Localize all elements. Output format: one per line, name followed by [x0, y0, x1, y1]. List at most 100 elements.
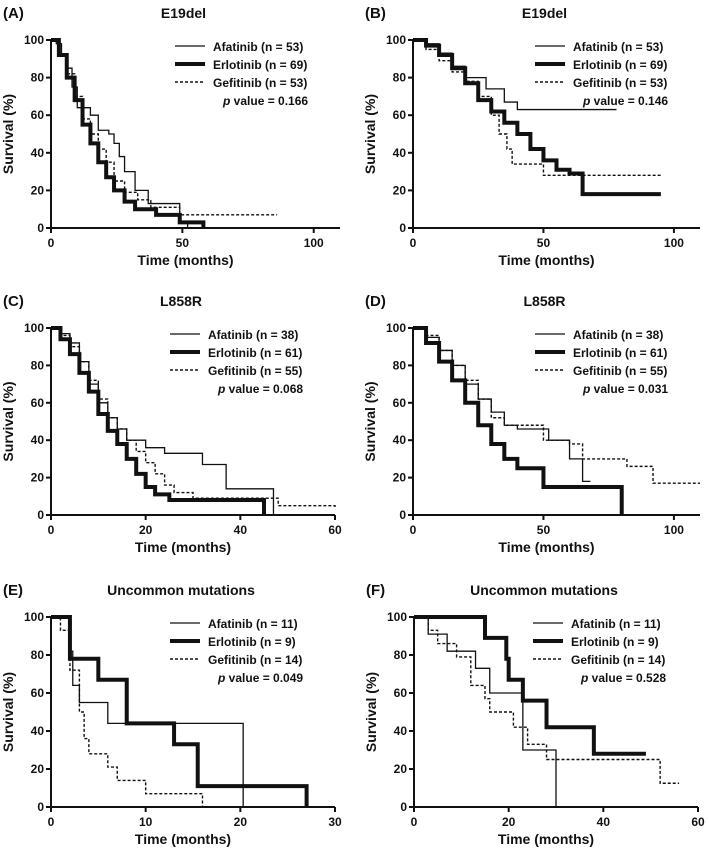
y-tick-label: 20: [31, 471, 45, 485]
y-tick-label: 100: [387, 610, 407, 624]
y-tick-label: 20: [393, 471, 407, 485]
legend-label: Afatinib (n = 11): [208, 617, 298, 631]
y-tick-label: 20: [31, 762, 45, 776]
y-tick-label: 80: [394, 648, 408, 662]
legend-label: Erlotinib (n = 61): [208, 346, 302, 360]
x-tick-label: 50: [537, 523, 551, 537]
x-tick-label: 0: [410, 236, 417, 250]
panel-title: L858R: [523, 293, 565, 309]
y-tick-label: 20: [31, 183, 45, 197]
x-tick-label: 100: [664, 523, 684, 537]
y-tick-label: 20: [393, 183, 407, 197]
p-value-label: p value = 0.146: [582, 94, 668, 108]
x-tick-label: 40: [597, 815, 611, 829]
x-tick-label: 100: [664, 236, 684, 250]
x-axis-label: Time (months): [498, 831, 594, 847]
x-axis-label: Time (months): [135, 539, 231, 555]
x-tick-label: 100: [304, 236, 324, 250]
panel-title: Uncommon mutations: [470, 582, 618, 598]
survival-curve-gefitinib: [51, 39, 277, 216]
x-tick-label: 0: [410, 523, 417, 537]
survival-curve-erlotinib: [51, 38, 206, 228]
panel-b: (B) E19del 0 20 40 60 80 100 0 50 100 Time (months)…: [362, 5, 700, 268]
legend-label: Afatinib (n = 53): [573, 40, 663, 54]
p-symbol: p: [217, 671, 225, 685]
p-symbol: p: [222, 94, 230, 108]
legend-label: Afatinib (n = 11): [571, 617, 661, 631]
y-tick-label: 0: [37, 221, 44, 235]
y-tick-label: 100: [24, 33, 44, 47]
y-tick-label: 100: [24, 610, 44, 624]
y-tick-label: 100: [24, 321, 44, 335]
p-value-label: p value = 0.166: [222, 94, 308, 108]
y-tick-label: 60: [394, 686, 408, 700]
y-tick-label: 100: [386, 33, 406, 47]
x-tick-label: 20: [234, 815, 248, 829]
p-symbol: p: [582, 94, 590, 108]
x-tick-label: 20: [139, 523, 153, 537]
survival-curve-gefitinib: [413, 39, 661, 177]
y-axis-label: Survival (%): [362, 381, 378, 461]
y-tick-label: 60: [393, 396, 407, 410]
legend-label: Gefitinib (n = 14): [571, 653, 665, 667]
y-tick-label: 40: [394, 724, 408, 738]
p-value-label: p value = 0.049: [217, 671, 303, 685]
legend-label: Gefitinib (n = 55): [208, 364, 302, 378]
panel-c: (C) L858R 0 20 40 60 80 100 0 20 40 60 Time (months)…: [0, 293, 342, 555]
y-axis-label: Survival (%): [0, 672, 16, 752]
panel-letter: (D): [365, 293, 386, 310]
y-tick-label: 80: [31, 71, 45, 85]
survival-curve-erlotinib: [413, 38, 661, 197]
y-tick-label: 60: [31, 396, 45, 410]
p-value: value = 0.068: [225, 382, 303, 396]
p-value-label: p value = 0.068: [217, 382, 303, 396]
y-tick-label: 40: [31, 724, 45, 738]
p-value-label: p value = 0.031: [582, 382, 668, 396]
x-axis-label: Time (months): [137, 252, 233, 268]
legend-label: Erlotinib (n = 9): [571, 635, 659, 649]
legend-label: Erlotinib (n = 69): [573, 58, 667, 72]
y-axis-label: Survival (%): [0, 381, 16, 461]
survival-curve-gefitinib: [51, 327, 336, 508]
y-tick-label: 60: [393, 108, 407, 122]
legend-label: Gefitinib (n = 14): [208, 653, 302, 667]
panel-letter: (E): [3, 582, 23, 599]
legend-label: Afatinib (n = 38): [208, 328, 298, 342]
y-axis-label: Survival (%): [363, 672, 379, 752]
survival-curve-gefitinib: [413, 327, 700, 484]
x-tick-label: 0: [411, 815, 418, 829]
survival-curve-gefitinib: [414, 616, 680, 784]
y-axis-label: Survival (%): [0, 94, 16, 174]
y-tick-label: 60: [31, 686, 45, 700]
survival-curve-erlotinib: [413, 326, 624, 515]
p-symbol: p: [580, 671, 588, 685]
x-axis-label: Time (months): [135, 831, 231, 847]
panel-title: E19del: [522, 5, 567, 21]
x-tick-label: 50: [537, 236, 551, 250]
y-tick-label: 80: [31, 358, 45, 372]
p-symbol: p: [217, 382, 225, 396]
y-tick-label: 0: [399, 221, 406, 235]
y-tick-label: 100: [386, 321, 406, 335]
y-tick-label: 80: [31, 648, 45, 662]
y-tick-label: 80: [393, 358, 407, 372]
survival-curve-gefitinib: [51, 616, 204, 807]
legend-label: Afatinib (n = 38): [573, 328, 663, 342]
y-tick-label: 60: [31, 108, 45, 122]
panel-letter: (A): [3, 5, 24, 22]
x-axis-label: Time (months): [498, 252, 594, 268]
legend-label: Afatinib (n = 53): [213, 40, 303, 54]
y-axis-label: Survival (%): [362, 94, 378, 174]
y-tick-label: 0: [400, 800, 407, 814]
legend-label: Erlotinib (n = 61): [573, 346, 667, 360]
x-axis-label: Time (months): [498, 539, 594, 555]
survival-curve-afatinib: [51, 39, 189, 228]
legend-label: Erlotinib (n = 9): [208, 635, 296, 649]
p-symbol: p: [582, 382, 590, 396]
y-tick-label: 20: [394, 762, 408, 776]
survival-curve-afatinib: [414, 616, 557, 807]
panel-a: (A) E19del 0 20 40 60 80 100 0 50 100 Time (months)…: [0, 5, 340, 268]
x-tick-label: 0: [48, 236, 55, 250]
survival-curve-erlotinib: [51, 326, 266, 515]
